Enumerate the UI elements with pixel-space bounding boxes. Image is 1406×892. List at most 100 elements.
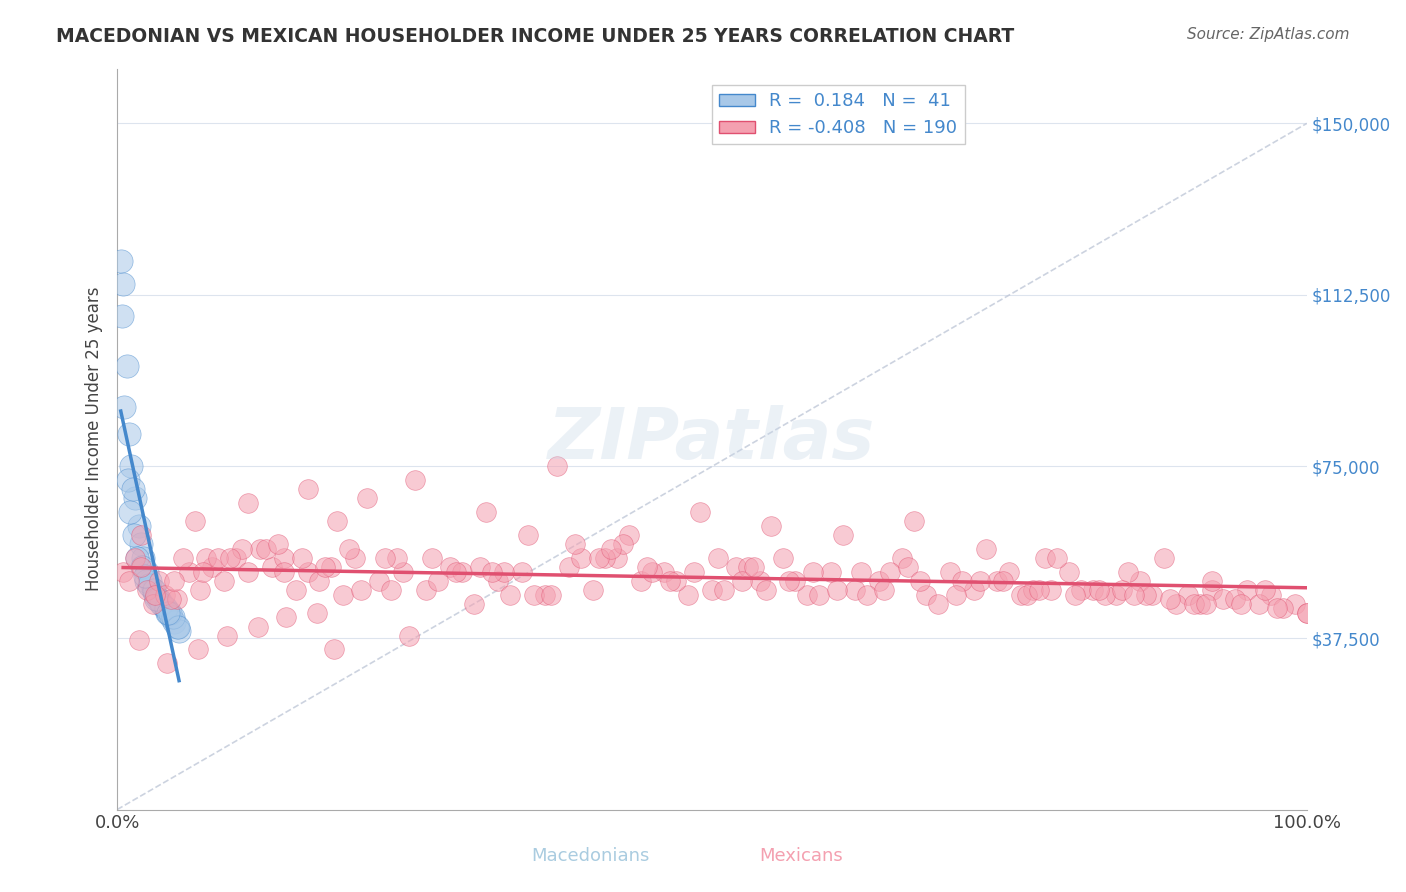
Point xyxy=(463,597,485,611)
Point xyxy=(183,514,205,528)
Point xyxy=(297,565,319,579)
Point xyxy=(1230,597,1253,611)
Point xyxy=(115,359,138,373)
Point xyxy=(1028,582,1050,597)
Point xyxy=(1118,565,1140,579)
Point xyxy=(117,473,139,487)
Point xyxy=(142,582,165,597)
Legend: R =  0.184   N =  41, R = -0.408   N = 190: R = 0.184 N = 41, R = -0.408 N = 190 xyxy=(711,85,965,145)
Point xyxy=(1177,588,1199,602)
Point xyxy=(187,642,209,657)
Text: MACEDONIAN VS MEXICAN HOUSEHOLDER INCOME UNDER 25 YEARS CORRELATION CHART: MACEDONIAN VS MEXICAN HOUSEHOLDER INCOME… xyxy=(56,27,1015,45)
Point xyxy=(1249,597,1271,611)
Point xyxy=(162,610,184,624)
Point xyxy=(305,606,328,620)
Point xyxy=(1111,582,1133,597)
Point xyxy=(1164,597,1187,611)
Point xyxy=(588,551,610,566)
Point xyxy=(927,597,949,611)
Point xyxy=(297,483,319,497)
Point xyxy=(143,588,166,602)
Point xyxy=(1046,551,1069,566)
Point xyxy=(246,619,269,633)
Point xyxy=(796,588,818,602)
Point xyxy=(326,514,349,528)
Text: ZIPatlas: ZIPatlas xyxy=(548,405,876,474)
Point xyxy=(636,560,658,574)
Point xyxy=(1153,551,1175,566)
Point xyxy=(219,551,242,566)
Point xyxy=(654,565,676,579)
Point xyxy=(190,582,212,597)
Point xyxy=(1070,582,1092,597)
Point xyxy=(267,537,290,551)
Point xyxy=(516,528,538,542)
Point xyxy=(1225,592,1247,607)
Point xyxy=(225,551,247,566)
Point xyxy=(290,551,312,566)
Point xyxy=(1123,588,1146,602)
Point xyxy=(1033,551,1056,566)
Point xyxy=(522,588,544,602)
Point xyxy=(486,574,509,588)
Point xyxy=(350,582,373,597)
Point xyxy=(136,565,159,579)
Point xyxy=(974,541,997,556)
Point xyxy=(427,574,450,588)
Point xyxy=(146,592,169,607)
Point xyxy=(124,491,146,506)
Point xyxy=(374,551,396,566)
Point xyxy=(337,541,360,556)
Point xyxy=(274,610,297,624)
Point xyxy=(963,582,986,597)
Point xyxy=(737,560,759,574)
Point xyxy=(1087,582,1109,597)
Point xyxy=(1295,606,1317,620)
Point xyxy=(606,551,628,566)
Point xyxy=(1201,574,1223,588)
Point xyxy=(844,582,866,597)
Point xyxy=(676,588,699,602)
Point xyxy=(145,592,167,607)
Point xyxy=(546,459,568,474)
Point xyxy=(742,560,765,574)
Point xyxy=(172,551,194,566)
Point xyxy=(778,574,800,588)
Point xyxy=(939,565,962,579)
Point xyxy=(308,574,330,588)
Point xyxy=(201,560,224,574)
Y-axis label: Householder Income Under 25 years: Householder Income Under 25 years xyxy=(86,287,103,591)
Point xyxy=(499,588,522,602)
Point xyxy=(153,588,176,602)
Point xyxy=(112,400,135,414)
Point xyxy=(134,569,156,583)
Point xyxy=(969,574,991,588)
Point xyxy=(166,619,188,633)
Point xyxy=(159,606,181,620)
Point xyxy=(683,565,706,579)
Point xyxy=(612,537,634,551)
Point xyxy=(254,541,277,556)
Point xyxy=(915,588,938,602)
Point xyxy=(444,565,467,579)
Point xyxy=(1188,597,1211,611)
Point xyxy=(1271,601,1294,615)
Point xyxy=(143,588,166,602)
Point xyxy=(143,582,166,597)
Point xyxy=(380,582,402,597)
Point xyxy=(195,551,218,566)
Point xyxy=(142,597,165,611)
Point xyxy=(903,514,925,528)
Point xyxy=(700,582,723,597)
Point xyxy=(148,592,170,607)
Point xyxy=(356,491,378,506)
Point xyxy=(112,277,135,291)
Point xyxy=(167,624,190,639)
Point xyxy=(599,541,621,556)
Text: Mexicans: Mexicans xyxy=(759,847,844,865)
Point xyxy=(163,615,186,629)
Point xyxy=(641,565,664,579)
Point xyxy=(150,597,173,611)
Point xyxy=(322,642,344,657)
Point xyxy=(1201,582,1223,597)
